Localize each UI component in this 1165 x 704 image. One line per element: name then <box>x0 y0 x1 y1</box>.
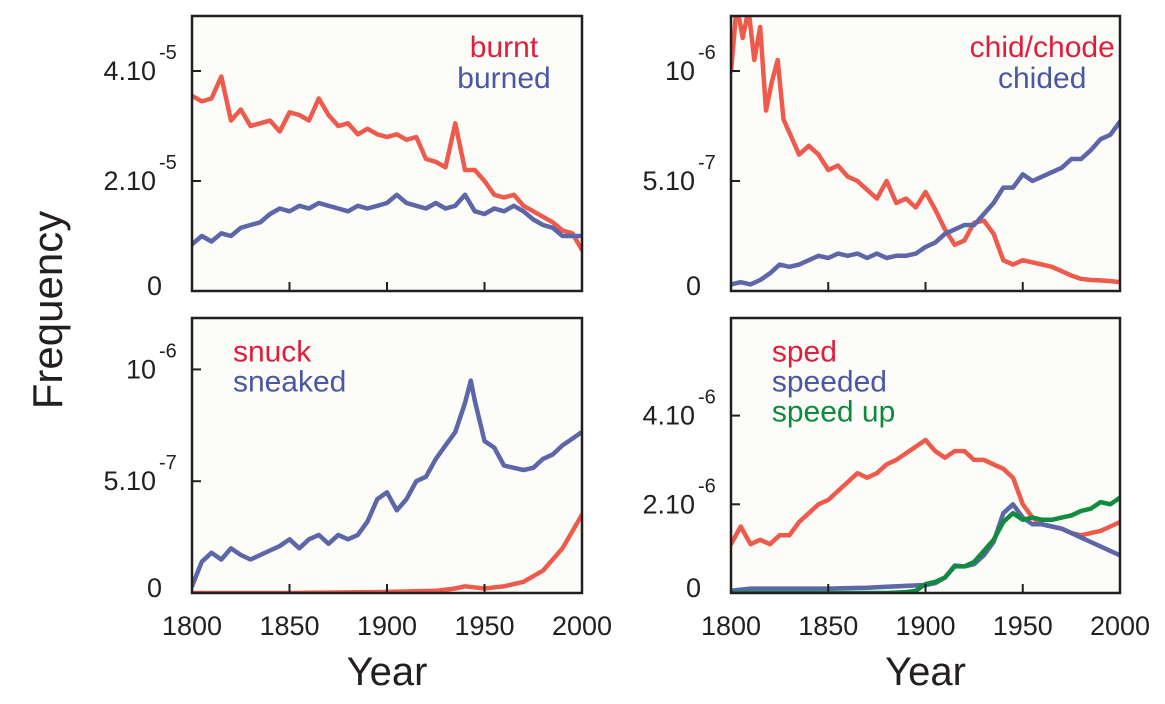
plot-area <box>192 16 582 291</box>
y-tick-exponent: -7 <box>698 152 716 174</box>
y-tick-label: 2.10 <box>642 489 695 519</box>
legend-entry-burnt: burnt <box>470 31 539 64</box>
x-tick-label: 1950 <box>993 611 1053 641</box>
legend-entry-speeded: speeded <box>772 366 887 399</box>
legend-entry-snuck: snuck <box>233 336 312 369</box>
plot-area <box>731 318 1120 593</box>
x-tick-label: 1800 <box>701 611 761 641</box>
x-tick-label: 2000 <box>552 611 612 641</box>
legend-entry-sped: sped <box>772 336 837 369</box>
series-group <box>192 74 582 253</box>
y-tick-label: 0 <box>686 573 701 603</box>
x-tick-label: 1850 <box>798 611 858 641</box>
legend-entry-chided: chided <box>998 62 1086 95</box>
x-tick-label: 1800 <box>162 611 222 641</box>
panel-bottom-left: 1800 1850 1900 1950 2000 0 5.10-7 10-6 Year snuck… <box>103 316 612 694</box>
legend-entry-burned: burned <box>457 62 550 95</box>
y-tick-label: 10 <box>665 56 695 86</box>
series-line-speed-up <box>731 495 1120 593</box>
x-tick-label: 1900 <box>357 611 417 641</box>
y-tick-label: 5.10 <box>103 466 156 496</box>
series-line-sneaked <box>192 378 582 589</box>
y-tick-exponent: -6 <box>698 42 716 64</box>
series-line-chid-chode <box>731 16 1120 285</box>
panel-bottom-right: 1800 1850 1900 1950 200002.10-64.10-6Yearspe… <box>642 316 1150 694</box>
y-tick-exponent: -6 <box>698 387 716 409</box>
x-tick-label: 1850 <box>259 611 319 641</box>
x-tick-label: 1900 <box>895 611 955 641</box>
plot-area <box>192 318 582 593</box>
series-line-burned <box>192 192 582 247</box>
x-axis-label: Year <box>885 650 966 694</box>
y-tick-exponent: -6 <box>698 475 716 497</box>
y-axis-label: Frequency <box>24 211 71 409</box>
y-tick-exponent: -5 <box>159 152 177 174</box>
series-group <box>731 16 1120 287</box>
y-tick-exponent: -5 <box>159 42 177 64</box>
y-tick-label: 2.10 <box>103 166 156 196</box>
y-tick-label: 5.10 <box>642 166 695 196</box>
y-tick-exponent: -6 <box>159 340 177 362</box>
x-axis-label: Year <box>347 650 428 694</box>
series-line-burnt <box>192 74 582 253</box>
legend-entry-chid-chode: chid/chode <box>970 31 1115 64</box>
y-tick-label: 4.10 <box>642 401 695 431</box>
series-line-chided <box>731 119 1120 287</box>
legend-entry-speed-up: speed up <box>772 396 895 429</box>
y-tick-label: 0 <box>686 271 701 301</box>
y-tick-label: 0 <box>147 573 162 603</box>
y-tick-label: 10 <box>126 354 156 384</box>
y-tick-label: 0 <box>147 271 162 301</box>
x-tick-label: 2000 <box>1090 611 1150 641</box>
x-tick-label: 1950 <box>454 611 514 641</box>
y-tick-exponent: -7 <box>159 452 177 474</box>
y-tick-label: 4.10 <box>103 56 156 86</box>
legend-entry-sneaked: sneaked <box>233 366 346 399</box>
